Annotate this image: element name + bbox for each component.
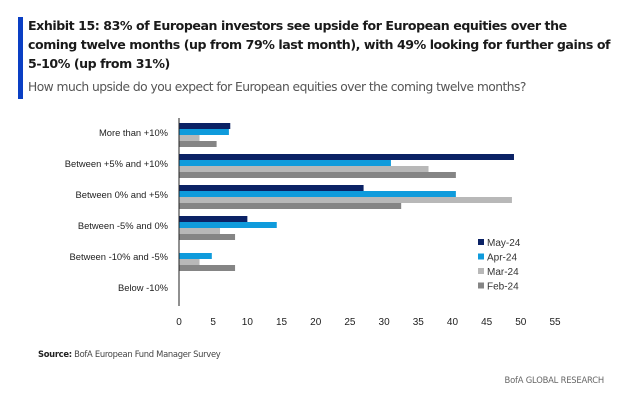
x-tick-label: 20: [310, 317, 322, 328]
legend-label: Feb-24: [487, 282, 519, 293]
legend-label: Apr-24: [487, 253, 517, 264]
legend-label: Mar-24: [487, 267, 519, 278]
legend-swatch-mar-24: [478, 268, 484, 274]
source-text: BofA European Fund Manager Survey: [71, 349, 221, 359]
bar-may-24-1: [179, 154, 514, 160]
bar-apr-24-3: [179, 222, 277, 228]
exhibit-title: Exhibit 15: 83% of European investors se…: [28, 18, 611, 71]
bar-mar-24-3: [179, 228, 221, 234]
bar-feb-24-4: [179, 265, 236, 271]
source-note: Source: BofA European Fund Manager Surve…: [38, 349, 221, 359]
category-label: More than +10%: [99, 127, 168, 138]
source-label: Source:: [38, 349, 72, 359]
bar-feb-24-1: [179, 172, 456, 178]
bar-may-24-3: [179, 216, 248, 222]
x-tick-label: 55: [549, 317, 561, 328]
bar-mar-24-0: [179, 135, 200, 141]
category-label: Below -10%: [118, 282, 168, 293]
x-tick-label: 50: [515, 317, 527, 328]
bar-may-24-0: [179, 123, 231, 129]
x-tick-label: 25: [344, 317, 356, 328]
legend-swatch-may-24: [478, 239, 484, 245]
exhibit-subtitle: How much upside do you expect for Europe…: [28, 80, 526, 94]
category-label: Between +5% and +10%: [65, 158, 168, 169]
x-tick-label: 0: [176, 317, 182, 328]
x-tick-label: 30: [379, 317, 391, 328]
brand-label: BofA GLOBAL RESEARCH: [504, 375, 605, 385]
x-tick-label: 40: [447, 317, 459, 328]
bar-feb-24-2: [179, 203, 402, 209]
x-tick-label: 10: [242, 317, 254, 328]
legend-swatch-apr-24: [478, 253, 484, 260]
x-tick-label: 35: [413, 317, 425, 328]
bar-may-24-2: [179, 185, 364, 191]
bar-apr-24-0: [179, 129, 229, 135]
x-tick-label: 45: [481, 317, 493, 328]
title-accent-bar: [18, 17, 23, 99]
category-label: Between -10% and -5%: [70, 251, 169, 262]
bar-mar-24-1: [179, 166, 429, 172]
bar-feb-24-0: [179, 141, 217, 147]
x-tick-label: 5: [210, 317, 216, 328]
category-label: Between 0% and +5%: [75, 189, 168, 200]
bar-apr-24-2: [179, 191, 456, 197]
bar-mar-24-4: [179, 259, 200, 265]
category-label: Between -5% and 0%: [78, 220, 168, 231]
legend-swatch-feb-24: [478, 282, 484, 289]
bar-mar-24-2: [179, 197, 512, 203]
legend-label: May-24: [487, 238, 521, 249]
bar-apr-24-1: [179, 160, 391, 166]
bar-apr-24-4: [179, 253, 212, 259]
x-tick-label: 15: [276, 317, 288, 328]
bar-feb-24-3: [179, 234, 236, 240]
